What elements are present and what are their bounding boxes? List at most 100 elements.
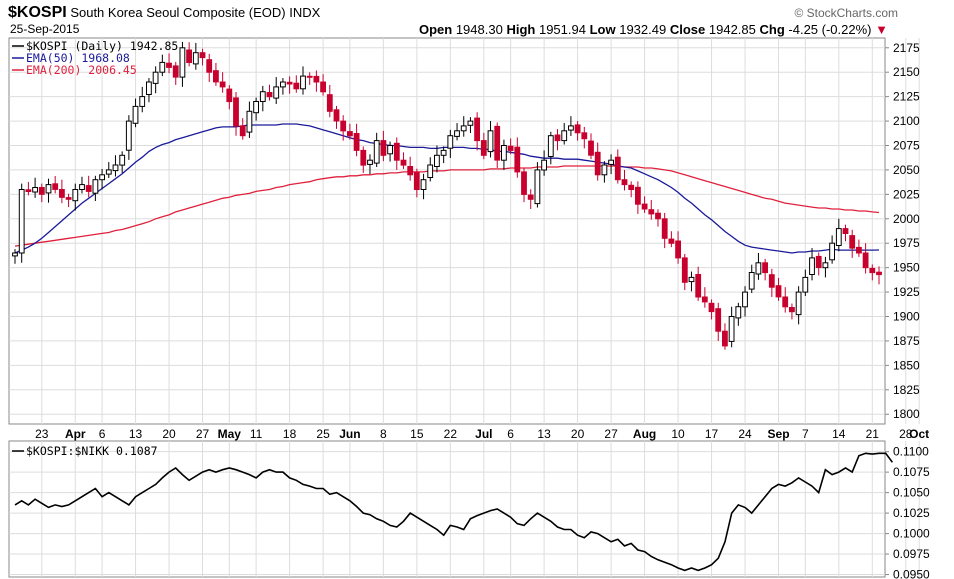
candle [320,74,327,96]
date-tick-label: 6 [99,427,106,441]
candle [38,183,45,203]
date-tick-label: Oct [909,427,929,441]
candle [152,66,159,94]
close-label: Close [669,22,706,37]
candle [688,271,695,292]
candle-body [487,130,494,153]
candle-body [427,164,434,178]
ema50-line [14,123,880,254]
candle-body [92,179,99,194]
candle [527,189,534,210]
candle [708,299,715,320]
date-tick-label: Aug [633,427,656,441]
candle [742,286,748,317]
candle [655,209,661,227]
candle [842,224,849,242]
candle-body [186,49,192,63]
price-tick-label: 2100 [893,114,920,128]
candle [876,266,882,285]
candle-body [447,135,454,149]
candle [775,277,782,301]
candle [648,199,655,220]
candle [420,173,427,200]
brand-watermark[interactable]: © StockCharts.com [794,6,898,20]
candle [728,306,735,348]
candle-body [681,257,688,283]
candle-body [280,81,286,88]
candle-body [748,272,755,290]
candle-body [614,156,621,181]
candle [99,168,105,190]
candle-body [802,276,809,293]
candle-body [608,159,615,165]
candle [18,183,25,263]
candle [507,138,514,155]
candle-body [775,285,782,298]
ratio-tick-label: 0.1100 [893,445,929,459]
candle-body [434,154,440,168]
date-tick-label: 15 [410,427,424,441]
candle-body [742,291,748,308]
candle-body [695,274,702,298]
candle [206,53,213,82]
date-tick-label: 24 [738,427,752,441]
low-value: 1932.49 [619,22,667,37]
open-label: Open [418,22,453,37]
candle [835,218,842,252]
candle [668,231,675,248]
candle-body [333,109,340,122]
ratio-panel: 0.0950 0.0975 0.1000 0.1025 0.1050 0.1075 0.11… [8,440,930,579]
candle-body [527,194,534,200]
candle [393,137,400,170]
candle-body [628,184,635,191]
candle [199,48,206,66]
candle [440,146,447,164]
candle-body [79,184,85,191]
legend-entry: EMA(50) 1968.08 [26,51,130,65]
candle-body [661,218,668,239]
candle [460,116,467,137]
candle-body [380,140,387,156]
candle [273,77,280,104]
candle-body [360,149,367,166]
candle [387,141,394,162]
candle-body [18,189,25,254]
candle-body [72,189,79,202]
candle [862,243,869,274]
legend-entry: EMA(200) 2006.45 [26,63,137,77]
candle [373,132,380,167]
ratio-line [14,452,894,572]
candle-body [621,179,628,186]
candle [795,286,802,325]
candle-body [400,159,407,166]
candle-body [601,164,608,176]
candle [132,98,139,128]
ratio-panel-frame [8,440,886,578]
candle-body [440,149,447,156]
date-tick-label: 23 [35,427,49,441]
high-label: High [506,22,536,37]
date-tick-label: 7 [802,427,809,441]
candle-body [554,134,561,142]
candle [360,146,367,173]
candle [25,181,32,196]
candle-body [856,246,862,254]
candle [192,42,199,70]
candle-body [367,159,373,165]
candle-body [246,110,253,133]
candle-body [467,120,474,126]
price-panel: 1800 1825 1850 1875 1900 1925 1950 1975 2000 2025… [8,37,920,425]
candle-body [125,120,132,151]
price-tick-label: 1900 [893,310,920,324]
candle [614,149,621,184]
ema200-line [14,165,880,247]
candle-body [701,296,708,303]
date-tick-label: 18 [283,427,297,441]
candle [179,41,186,87]
candle-body [574,124,581,134]
price-tick-label: 2075 [893,138,920,152]
candle [85,175,92,198]
candle-body [474,117,481,142]
candle-body [876,271,882,276]
date-tick-label: Apr [65,427,86,441]
